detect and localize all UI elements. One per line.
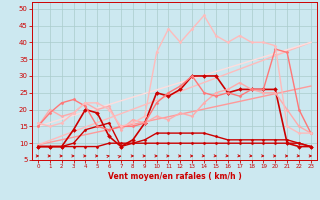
X-axis label: Vent moyen/en rafales ( km/h ): Vent moyen/en rafales ( km/h ) bbox=[108, 172, 241, 181]
